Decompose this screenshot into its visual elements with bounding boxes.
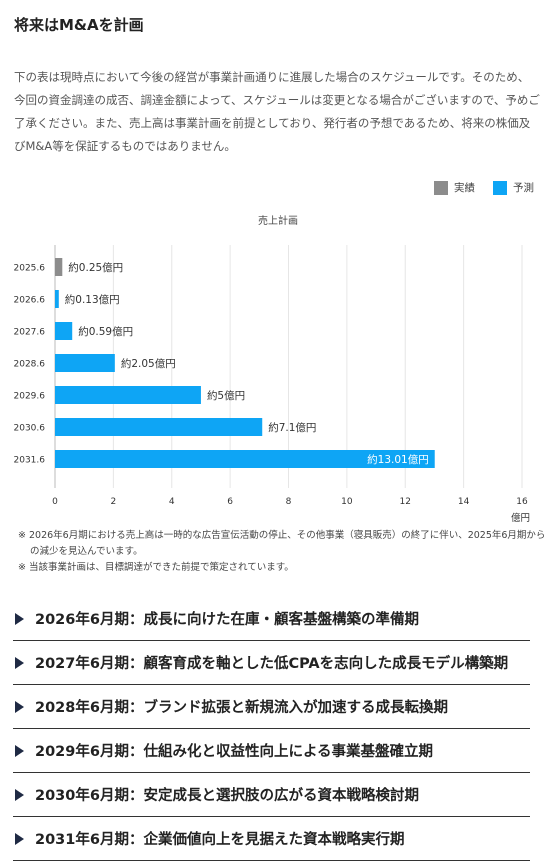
x-tick-label: 8 xyxy=(286,497,292,507)
phase-item-2029: 2029年6月期：仕組み化と収益性向上による事業基盤確立期 xyxy=(13,729,530,773)
y-tick-label: 2029.6 xyxy=(14,392,46,402)
bar xyxy=(55,290,59,308)
phase-label: 2028年6月期：ブランド拡張と新規流入が加速する成長転換期 xyxy=(35,700,448,716)
bar-data-label: 約0.25億円 xyxy=(68,261,123,274)
phase-label: 2031年6月期：企業価値向上を見据えた資本戦略実行期 xyxy=(35,832,405,848)
note-1: ※ 2026年6月期における売上高は一時的な広告宣伝活動の停止、その他事業（寝具… xyxy=(18,530,546,557)
triangle-bullet-icon xyxy=(15,701,24,713)
note-2: ※ 当該事業計画は、目標調達ができた前提で策定されています。 xyxy=(18,562,294,573)
x-tick-label: 16 xyxy=(516,497,528,507)
y-tick-label: 2027.6 xyxy=(14,328,46,338)
legend-swatch-forecast xyxy=(493,180,507,195)
bar xyxy=(55,258,63,276)
phase-item-2027: 2027年6月期：顧客育成を軸とした低CPAを志向した成長モデル構築期 xyxy=(13,641,530,685)
x-tick-label: 12 xyxy=(400,497,411,507)
y-tick-label: 2028.6 xyxy=(14,360,46,370)
bar xyxy=(55,354,115,372)
phase-item-2031: 2031年6月期：企業価値向上を見据えた資本戦略実行期 xyxy=(13,817,530,861)
bar xyxy=(55,386,201,404)
triangle-bullet-icon xyxy=(15,745,24,757)
bar xyxy=(55,450,435,468)
chart-title: 売上計画 xyxy=(258,214,298,227)
sales-plan-chart: 売上計画 0 2 4 6 8 10 12 14 16 億円 2025.6 約0.25億円 2026.6 約0… xyxy=(14,214,531,524)
phase-label: 2030年6月期：安定成長と選択肢の広がる資本戦略検討期 xyxy=(35,788,419,804)
triangle-bullet-icon xyxy=(15,613,24,625)
x-tick-label: 14 xyxy=(458,497,470,507)
chart-legend: 実績 予測 xyxy=(416,180,534,195)
bar-data-label: 約0.59億円 xyxy=(78,325,133,338)
bar-data-label: 約13.01億円 xyxy=(367,453,429,466)
y-tick-label: 2031.6 xyxy=(14,456,46,466)
page-title: 将来はM&Aを計画 xyxy=(14,16,144,34)
x-tick-label: 10 xyxy=(341,497,353,507)
x-tick-label: 6 xyxy=(227,497,233,507)
phase-label: 2027年6月期：顧客育成を軸とした低CPAを志向した成長モデル構築期 xyxy=(35,656,509,672)
bar-data-label: 約7.1億円 xyxy=(268,421,316,434)
triangle-bullet-icon xyxy=(15,657,24,669)
legend-item-forecast: 予測 xyxy=(493,180,534,195)
x-axis-label: 億円 xyxy=(511,512,530,524)
bar-data-label: 約5億円 xyxy=(207,389,245,402)
triangle-bullet-icon xyxy=(15,833,24,845)
y-tick-label: 2026.6 xyxy=(14,296,46,306)
legend-label-forecast: 予測 xyxy=(513,182,534,194)
bar-data-label: 約0.13億円 xyxy=(65,293,120,306)
bar-data-label: 約2.05億円 xyxy=(121,357,176,370)
chart-notes: ※ 2026年6月期における売上高は一時的な広告宣伝活動の停止、その他事業（寝具… xyxy=(18,528,548,576)
bar xyxy=(55,322,73,340)
legend-swatch-actual xyxy=(434,180,448,195)
y-tick-label: 2025.6 xyxy=(14,264,46,274)
x-tick-label: 4 xyxy=(169,497,175,507)
legend-label-actual: 実績 xyxy=(454,182,475,194)
phase-item-2030: 2030年6月期：安定成長と選択肢の広がる資本戦略検討期 xyxy=(13,773,530,817)
phase-item-2026: 2026年6月期：成長に向けた在庫・顧客基盤構築の準備期 xyxy=(13,597,530,641)
legend-item-actual: 実績 xyxy=(434,180,475,195)
bar xyxy=(55,418,263,436)
phase-item-2028: 2028年6月期：ブランド拡張と新規流入が加速する成長転換期 xyxy=(13,685,530,729)
phase-label: 2026年6月期：成長に向けた在庫・顧客基盤構築の準備期 xyxy=(35,612,419,628)
x-tick-label: 0 xyxy=(52,497,58,507)
intro-text: 下の表は現時点において今後の経営が事業計画通りに進展した場合のスケジュールです。… xyxy=(14,70,540,153)
triangle-bullet-icon xyxy=(15,789,24,801)
phase-list: 2026年6月期：成長に向けた在庫・顧客基盤構築の準備期 2027年6月期：顧客… xyxy=(13,597,530,861)
phase-label: 2029年6月期：仕組み化と収益性向上による事業基盤確立期 xyxy=(35,744,434,760)
x-tick-label: 2 xyxy=(111,497,117,507)
y-tick-label: 2030.6 xyxy=(14,424,46,434)
